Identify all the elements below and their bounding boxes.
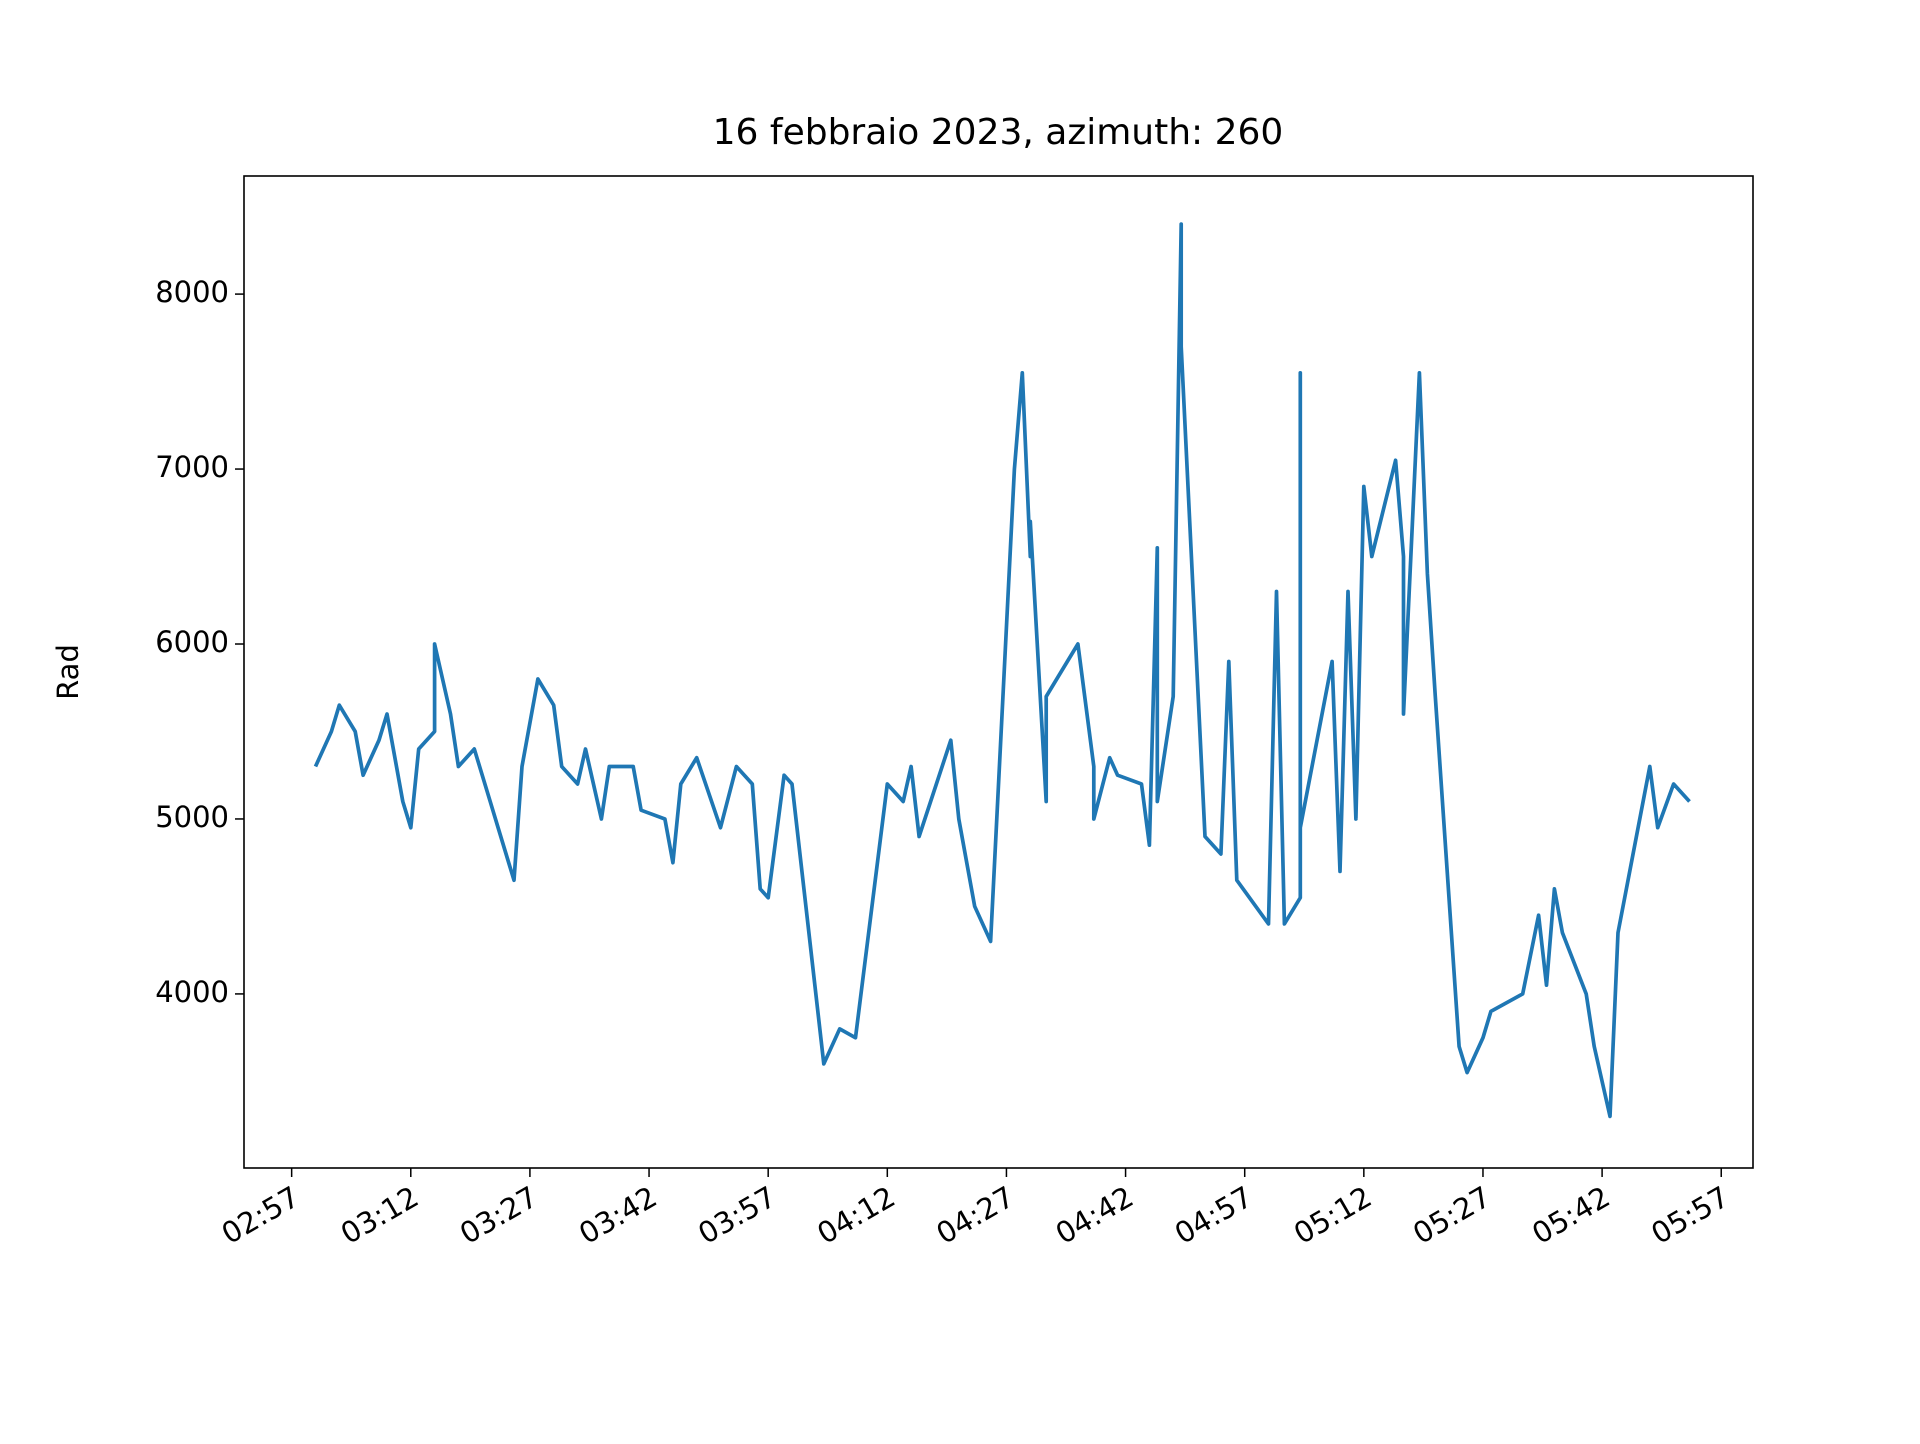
x-tick-label: 03:42 <box>573 1180 662 1251</box>
x-tick-label: 05:57 <box>1645 1180 1734 1251</box>
x-tick-label: 05:27 <box>1407 1180 1496 1251</box>
x-tick-label: 04:12 <box>811 1180 900 1251</box>
x-tick-label: 04:27 <box>931 1180 1020 1251</box>
y-axis-label: Rad <box>51 644 85 700</box>
x-tick-label: 05:42 <box>1526 1180 1615 1251</box>
x-tick-label: 02:57 <box>216 1180 305 1251</box>
chart-title: 16 febbraio 2023, azimuth: 260 <box>713 112 1284 153</box>
plot-frame <box>243 175 1754 1169</box>
data-line <box>313 222 1691 1119</box>
y-tick-label: 4000 <box>155 975 229 1009</box>
x-tick-label: 03:12 <box>335 1180 424 1251</box>
x-tick-label: 03:57 <box>692 1180 781 1251</box>
x-tick-label: 05:12 <box>1288 1180 1377 1251</box>
x-tick-label: 04:42 <box>1050 1180 1139 1251</box>
x-tick-label: 03:27 <box>454 1180 543 1251</box>
x-tick-label: 04:57 <box>1169 1180 1258 1251</box>
y-tick-label: 6000 <box>155 625 229 659</box>
y-tick-label: 5000 <box>155 800 229 834</box>
y-tick-label: 7000 <box>155 450 229 484</box>
y-tick-label: 8000 <box>155 275 229 309</box>
